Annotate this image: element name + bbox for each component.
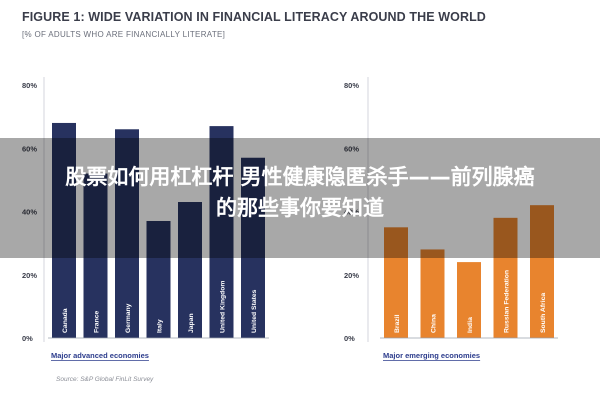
y-tick-label: 60% bbox=[22, 144, 37, 153]
y-tick-label: 20% bbox=[344, 271, 359, 280]
bar bbox=[384, 227, 408, 338]
group-label: Major advanced economies bbox=[51, 351, 149, 360]
bar bbox=[420, 249, 445, 338]
bar-category-label: China bbox=[431, 314, 438, 333]
bar-category-label: Japan bbox=[188, 313, 195, 333]
headline-overlay bbox=[0, 138, 600, 258]
y-tick-label: 40% bbox=[344, 208, 359, 217]
source-note: Source: S&P Global FinLit Survey bbox=[56, 376, 154, 383]
y-tick-label: 80% bbox=[22, 81, 37, 90]
bar bbox=[178, 202, 202, 338]
bar-category-label: France bbox=[94, 310, 101, 333]
y-tick-label: 40% bbox=[22, 208, 37, 217]
y-tick-label: 0% bbox=[344, 334, 355, 343]
figure-subtitle: [% OF ADULTS WHO ARE FINANCIALLY LITERAT… bbox=[22, 30, 226, 39]
group-label: Major emerging economies bbox=[383, 351, 480, 360]
y-tick-label: 0% bbox=[22, 334, 33, 343]
y-tick-label: 60% bbox=[344, 144, 359, 153]
bar bbox=[241, 157, 265, 338]
bar bbox=[457, 262, 481, 338]
headline-line-1: 股票如何用杠杠杆 男性健康隐匿杀手——前列腺癌 bbox=[65, 165, 535, 189]
bar-category-label: Canada bbox=[62, 308, 69, 333]
bar bbox=[52, 122, 76, 338]
headline-text: 股票如何用杠杠杆 男性健康隐匿杀手——前列腺癌 的那些事你要知道 bbox=[0, 162, 600, 224]
bar bbox=[83, 173, 108, 338]
bar bbox=[493, 217, 518, 338]
y-tick-label: 20% bbox=[22, 271, 37, 280]
bar-category-label: United States bbox=[251, 289, 258, 333]
headline-line-2: 的那些事你要知道 bbox=[216, 196, 384, 220]
bar-category-label: South Africa bbox=[540, 293, 547, 333]
bar-category-label: Germany bbox=[125, 303, 132, 333]
bar bbox=[146, 220, 171, 338]
bar-category-label: Russian Federation bbox=[504, 270, 511, 333]
bar bbox=[209, 126, 234, 338]
bar-category-label: United Kingdom bbox=[220, 281, 227, 333]
figure-title: FIGURE 1: WIDE VARIATION IN FINANCIAL LI… bbox=[22, 10, 486, 24]
bar bbox=[530, 205, 554, 338]
bar-category-label: Italy bbox=[157, 319, 164, 333]
bar-category-label: India bbox=[467, 317, 474, 333]
y-tick-label: 80% bbox=[344, 81, 359, 90]
bar-category-label: Brazil bbox=[394, 314, 401, 333]
bar bbox=[115, 129, 139, 338]
